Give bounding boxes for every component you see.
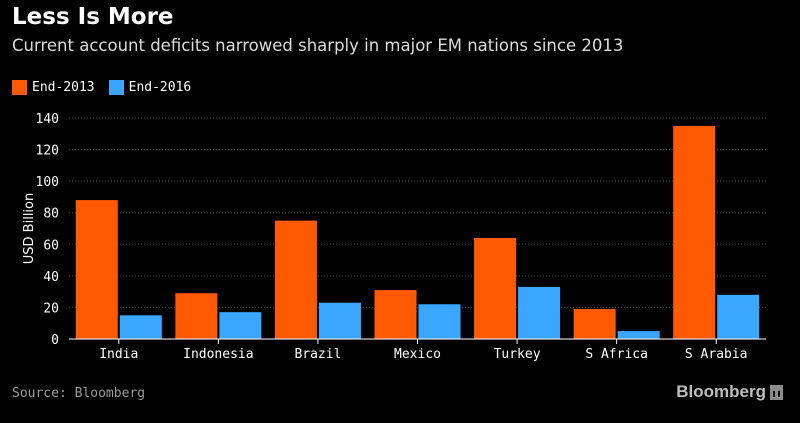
bar-end-2016-s-arabia (717, 294, 760, 339)
bar-end-2016-brazil (318, 302, 361, 339)
legend-label-end-2013: End-2013 (32, 80, 95, 95)
bar-end-2013-india (75, 200, 118, 339)
legend-item-end-2013: End-2013 (12, 80, 95, 95)
y-tick-label: 120 (36, 144, 59, 159)
y-axis-label: USD Billion (22, 193, 37, 264)
y-tick-label: 40 (43, 270, 59, 285)
x-tick-label: S Africa (585, 347, 648, 362)
bar-end-2016-turkey (518, 286, 561, 339)
legend: End-2013 End-2016 (12, 80, 205, 95)
bar-end-2013-brazil (274, 220, 317, 339)
bar-end-2016-mexico (418, 304, 461, 339)
x-tick-label: Brazil (294, 347, 341, 362)
x-tick-label: S Arabia (685, 347, 748, 362)
y-tick-label: 80 (43, 207, 59, 222)
brand-logo: Bloomberg (676, 382, 783, 402)
chart-title: Less Is More (12, 4, 174, 30)
x-tick-label: Indonesia (183, 347, 253, 362)
brand-name: Bloomberg (676, 382, 766, 401)
bar-end-2013-indonesia (175, 293, 218, 339)
bar-end-2013-s-africa (573, 309, 616, 339)
bloomberg-mark-icon (770, 384, 783, 400)
y-tick-label: 100 (36, 175, 59, 190)
bar-end-2013-s-arabia (673, 125, 716, 340)
bar-end-2016-india (119, 315, 162, 339)
bar-end-2016-indonesia (219, 312, 262, 339)
source-note: Source: Bloomberg (12, 386, 146, 401)
bar-end-2013-turkey (474, 237, 517, 339)
bar-end-2013-mexico (374, 290, 417, 339)
legend-swatch-end-2013 (12, 80, 27, 95)
chart-subtitle: Current account deficits narrowed sharpl… (12, 36, 624, 55)
legend-label-end-2016: End-2016 (128, 80, 192, 95)
y-tick-label: 140 (36, 112, 59, 127)
bar-end-2016-s-africa (617, 331, 660, 339)
x-tick-label: Turkey (494, 347, 541, 362)
legend-swatch-end-2016 (108, 80, 124, 95)
legend-item-end-2016: End-2016 (108, 80, 192, 95)
y-tick-label: 0 (51, 333, 59, 348)
x-tick-label: India (99, 347, 138, 362)
x-tick-label: Mexico (394, 347, 441, 362)
y-tick-label: 20 (43, 301, 59, 316)
y-tick-label: 60 (43, 238, 59, 253)
